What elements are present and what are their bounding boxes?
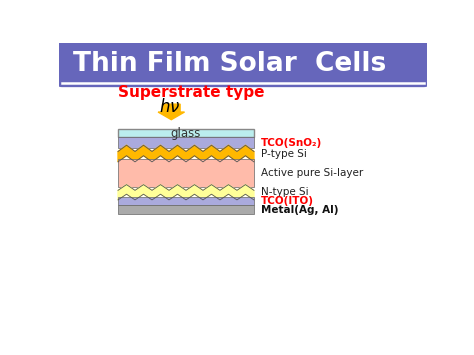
Text: Metal(Ag, Al): Metal(Ag, Al) xyxy=(261,204,338,215)
FancyBboxPatch shape xyxy=(53,38,433,321)
Bar xyxy=(118,205,254,214)
Polygon shape xyxy=(118,185,254,200)
Bar xyxy=(62,70,424,82)
Bar xyxy=(118,129,254,137)
Bar xyxy=(118,159,254,187)
Bar xyxy=(118,197,254,205)
FancyBboxPatch shape xyxy=(55,40,430,87)
Bar xyxy=(118,137,254,148)
Text: P-type Si: P-type Si xyxy=(261,149,306,159)
Text: glass: glass xyxy=(171,127,201,140)
Text: Superstrate type: Superstrate type xyxy=(118,85,265,100)
Text: TCO(ITO): TCO(ITO) xyxy=(261,196,314,206)
Text: Thin Film Solar  Cells: Thin Film Solar Cells xyxy=(73,51,386,77)
Text: $h\nu$: $h\nu$ xyxy=(159,98,181,116)
FancyArrow shape xyxy=(158,104,184,120)
Text: Active pure Si-layer: Active pure Si-layer xyxy=(261,168,363,178)
Polygon shape xyxy=(118,145,254,162)
Text: N-type Si: N-type Si xyxy=(261,187,308,197)
Text: TCO(SnO₂): TCO(SnO₂) xyxy=(261,138,322,148)
